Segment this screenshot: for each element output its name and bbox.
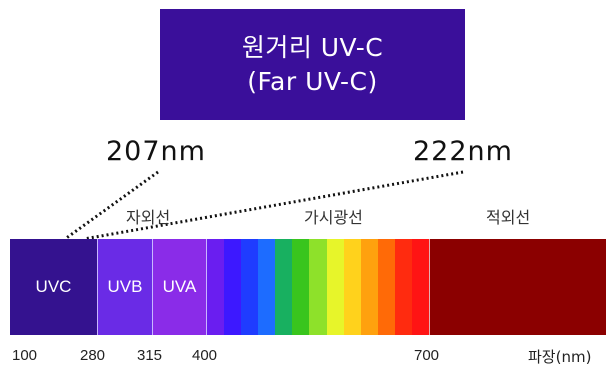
- tick-label-700: 700: [414, 347, 440, 364]
- segment-uvb-label: UVB: [107, 277, 143, 296]
- segment-uvc-label: UVC: [35, 277, 72, 296]
- tick-label-100: 100: [12, 347, 38, 364]
- segment-visible-spectrum: [207, 239, 430, 335]
- title-line-2: (Far UV-C): [247, 66, 378, 96]
- band-label-ultraviolet: 자외선: [126, 208, 171, 227]
- visible-spectrum-stripe: [377, 239, 395, 335]
- band-label-visible: 가시광선: [304, 208, 363, 227]
- leader-line-207nm: [64, 170, 159, 241]
- segment-uva: UVA: [152, 239, 207, 335]
- title-line-1: 원거리 UV-C: [241, 32, 384, 62]
- segment-uvc: UVC: [10, 239, 97, 335]
- visible-spectrum-stripe: [309, 239, 327, 335]
- leader-line-222nm: [83, 170, 464, 241]
- far-uvc-title-box: 원거리 UV-C (Far UV-C): [160, 9, 465, 120]
- visible-spectrum-stripe: [241, 239, 259, 335]
- visible-spectrum-stripe: [258, 239, 276, 335]
- spectrum-bar: UVC UVB UVA: [10, 239, 606, 335]
- tick-label-315: 315: [137, 347, 163, 364]
- visible-spectrum-stripe: [292, 239, 310, 335]
- band-label-infrared: 적외선: [486, 208, 531, 227]
- visible-spectrum-stripe: [275, 239, 293, 335]
- wavelength-unit-label: 파장(nm): [528, 348, 592, 366]
- visible-spectrum-stripe: [224, 239, 242, 335]
- segment-uvb: UVB: [97, 239, 152, 335]
- segment-infrared: [429, 239, 606, 335]
- visible-spectrum-stripe: [343, 239, 361, 335]
- visible-spectrum-stripe: [326, 239, 344, 335]
- visible-spectrum-stripe: [207, 239, 225, 335]
- tick-label-280: 280: [80, 347, 106, 364]
- segment-uva-label: UVA: [162, 277, 197, 296]
- visible-spectrum-stripe: [394, 239, 412, 335]
- marker-label-222nm: 222nm: [413, 136, 513, 167]
- marker-label-207nm: 207nm: [106, 136, 206, 167]
- visible-spectrum-stripe: [411, 239, 430, 335]
- visible-spectrum-stripe: [360, 239, 378, 335]
- tick-label-400: 400: [192, 347, 218, 364]
